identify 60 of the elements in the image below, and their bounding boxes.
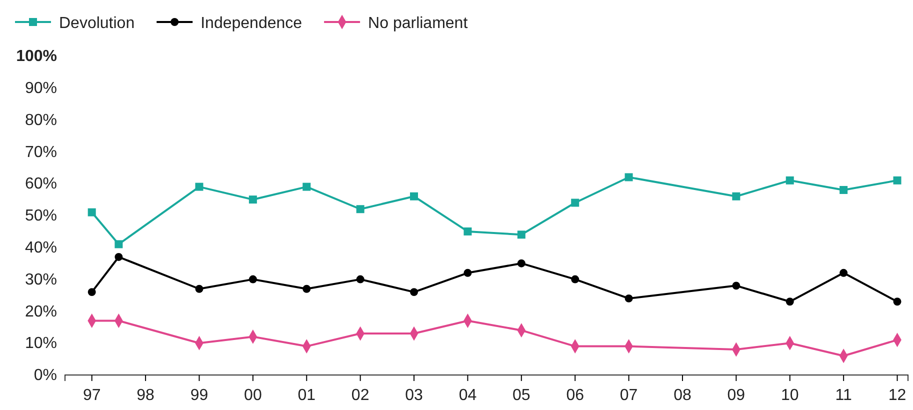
point [88,288,96,296]
point [624,294,633,302]
point [732,282,740,290]
y-tick-label: 60% [24,176,57,193]
y-tick-label: 100% [16,48,57,66]
point [248,196,257,204]
point [114,240,123,248]
point [840,186,848,194]
y-tick-label: 0% [34,367,57,384]
y-tick-label: 90% [24,80,57,98]
point [732,192,740,200]
point [517,259,526,268]
point [248,275,257,284]
point [571,198,580,207]
point [410,192,418,200]
point [786,176,794,184]
point [302,182,311,191]
y-tick-label: 20% [24,303,57,320]
point [571,275,580,284]
x-tick-label: 00 [244,387,262,404]
y-tick-label: 80% [24,112,57,129]
x-tick-label: 07 [620,387,638,404]
point [195,182,204,191]
point [464,268,472,277]
point [410,288,418,296]
point [356,205,364,214]
y-tick-label: 70% [24,144,57,161]
x-tick-label: 03 [405,387,424,404]
legend-label: Independence [200,15,302,32]
x-tick-label: 06 [566,387,584,404]
y-tick-label: 10% [24,335,57,352]
point [786,298,794,306]
point [195,284,204,293]
y-tick-label: 50% [24,208,57,225]
point [356,275,364,284]
x-tick-label: 01 [298,387,316,404]
point [302,284,311,293]
point [840,268,848,277]
x-tick-label: 08 [674,387,692,404]
y-tick-label: 30% [24,271,57,288]
y-tick-label: 40% [24,240,57,257]
point [893,176,902,184]
legend-label: Devolution [59,15,135,32]
x-tick-label: 04 [458,387,477,404]
x-tick-label: 02 [351,387,370,404]
x-tick-label: 97 [82,387,101,404]
point [88,208,96,216]
x-tick-label: 09 [727,387,746,404]
x-tick-label: 12 [888,387,906,404]
point [517,230,526,239]
point [114,252,123,261]
x-tick-label: 10 [780,387,799,404]
x-tick-label: 98 [136,387,155,404]
point [893,298,902,306]
x-tick-label: 11 [835,387,852,404]
x-tick-label: 05 [512,387,530,404]
x-tick-label: 99 [190,387,208,404]
point [624,173,633,182]
point [464,227,472,236]
legend-label: No parliament [368,15,468,32]
